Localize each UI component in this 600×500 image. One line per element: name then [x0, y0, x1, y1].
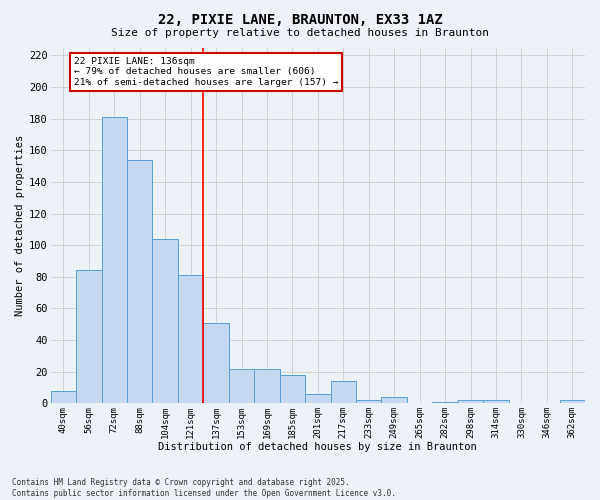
Bar	[203, 322, 229, 404]
Bar	[127, 160, 152, 404]
Bar	[152, 239, 178, 404]
Bar	[280, 375, 305, 404]
Text: 22 PIXIE LANE: 136sqm
← 79% of detached houses are smaller (606)
21% of semi-det: 22 PIXIE LANE: 136sqm ← 79% of detached …	[74, 57, 338, 87]
Text: 22, PIXIE LANE, BRAUNTON, EX33 1AZ: 22, PIXIE LANE, BRAUNTON, EX33 1AZ	[158, 12, 442, 26]
Bar	[382, 397, 407, 404]
Bar	[50, 390, 76, 404]
Bar	[305, 394, 331, 404]
Y-axis label: Number of detached properties: Number of detached properties	[15, 135, 25, 316]
Bar	[76, 270, 101, 404]
Bar	[483, 400, 509, 404]
Bar	[101, 117, 127, 404]
X-axis label: Distribution of detached houses by size in Braunton: Distribution of detached houses by size …	[158, 442, 477, 452]
Bar	[458, 400, 483, 404]
Bar	[356, 400, 382, 404]
Text: Size of property relative to detached houses in Braunton: Size of property relative to detached ho…	[111, 28, 489, 38]
Text: Contains HM Land Registry data © Crown copyright and database right 2025.
Contai: Contains HM Land Registry data © Crown c…	[12, 478, 396, 498]
Bar	[331, 381, 356, 404]
Bar	[178, 275, 203, 404]
Bar	[560, 400, 585, 404]
Bar	[229, 368, 254, 404]
Bar	[254, 368, 280, 404]
Bar	[433, 402, 458, 404]
